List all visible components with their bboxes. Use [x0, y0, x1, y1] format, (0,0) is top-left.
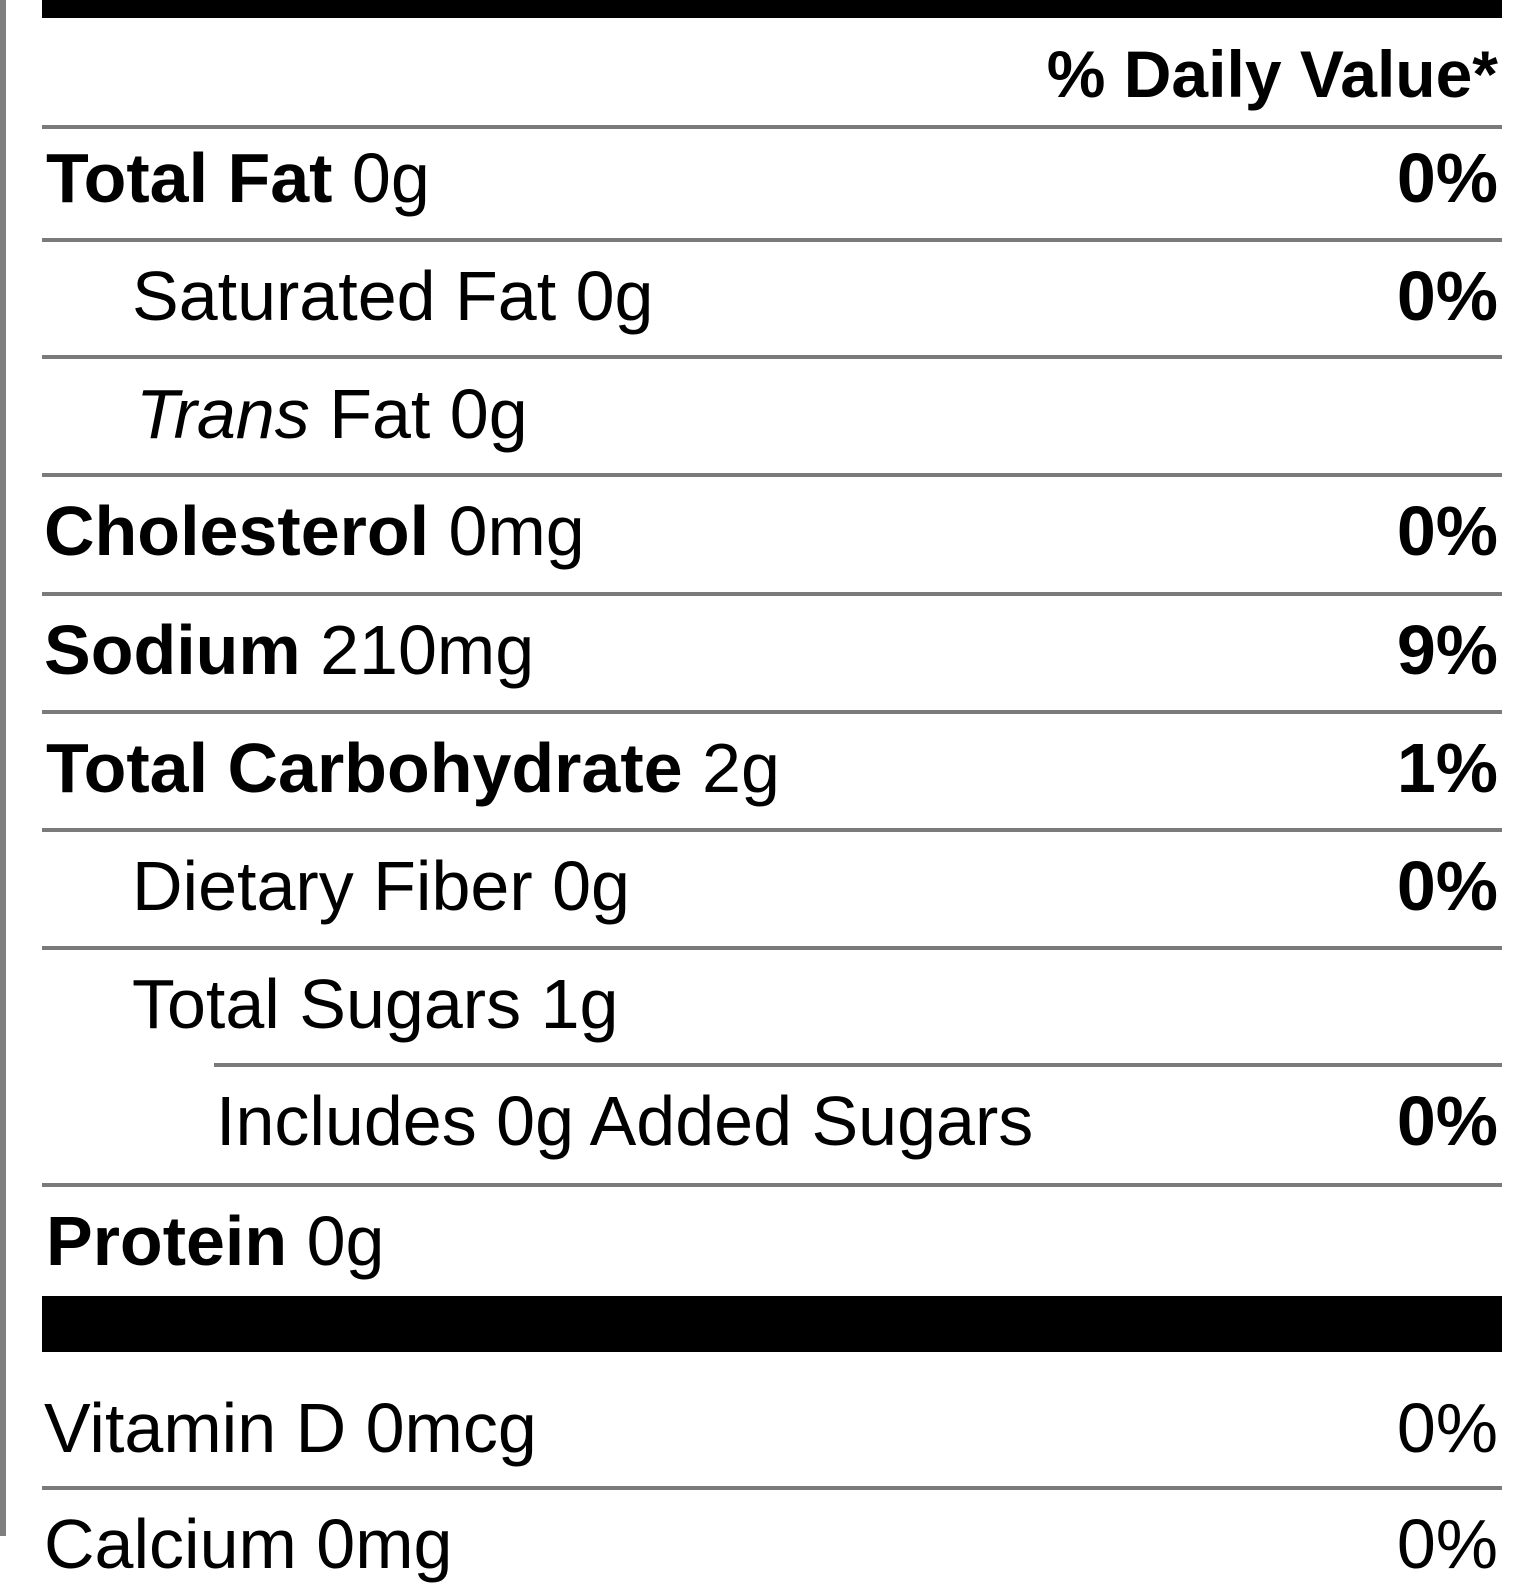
nutrient-name: Fat — [329, 375, 431, 453]
divider — [42, 125, 1502, 129]
row-dietary-fiber: Dietary Fiber 0g 0% — [132, 836, 1498, 936]
daily-value-percent: 0% — [1396, 139, 1498, 217]
row-total-sugars: Total Sugars 1g — [132, 954, 1498, 1054]
nutrient-amount: 0g — [552, 847, 630, 925]
row-added-sugars: Includes 0g Added Sugars 0% — [216, 1071, 1498, 1171]
row-saturated-fat: Saturated Fat 0g 0% — [132, 246, 1498, 346]
nutrient-name: Total Fat — [46, 139, 333, 217]
nutrient-name: Total Carbohydrate — [46, 729, 683, 807]
daily-value-percent: 1% — [1396, 729, 1498, 807]
row-calcium: Calcium 0mg 0% — [44, 1494, 1498, 1594]
divider — [42, 473, 1502, 477]
daily-value-header: % Daily Value* — [1046, 37, 1498, 111]
nutrient-name: Protein — [46, 1202, 288, 1280]
daily-value-percent: 9% — [1396, 611, 1498, 689]
nutrient-label: Includes 0g Added Sugars — [216, 1082, 1034, 1160]
daily-value-percent: 0% — [1396, 1505, 1498, 1583]
row-vitamin-d: Vitamin D 0mcg 0% — [44, 1378, 1498, 1478]
row-total-carbohydrate: Total Carbohydrate 2g 1% — [46, 718, 1498, 818]
row-sodium: Sodium 210mg 9% — [44, 600, 1498, 700]
divider — [42, 1183, 1502, 1187]
nutrient-name: Cholesterol — [44, 492, 430, 570]
daily-value-percent: 0% — [1396, 492, 1498, 570]
nutrient-name-italic: Trans — [136, 375, 310, 453]
divider — [214, 1063, 1502, 1067]
nutrient-amount: 210mg — [320, 611, 535, 689]
daily-value-percent: 0% — [1396, 847, 1498, 925]
thick-divider-bar — [42, 1296, 1502, 1352]
row-trans-fat: Trans Fat 0g — [136, 364, 1498, 464]
nutrient-name: Total Sugars — [132, 965, 522, 1043]
nutrient-amount: 0g — [449, 375, 528, 453]
nutrient-label: Calcium 0mg — [44, 1505, 453, 1583]
divider — [42, 946, 1502, 950]
nutrient-amount: 0mg — [448, 492, 585, 570]
divider — [42, 592, 1502, 596]
divider — [42, 238, 1502, 242]
top-thick-bar — [42, 0, 1502, 18]
nutrient-amount: 0g — [306, 1202, 385, 1280]
divider — [42, 710, 1502, 714]
nutrient-label: Vitamin D 0mcg — [44, 1389, 537, 1467]
label-left-border — [0, 0, 6, 1536]
daily-value-percent: 0% — [1396, 257, 1498, 335]
nutrient-name: Sodium — [44, 611, 301, 689]
nutrient-amount: 0g — [351, 139, 430, 217]
nutrient-amount: 1g — [540, 965, 619, 1043]
row-protein: Protein 0g — [46, 1191, 1498, 1291]
daily-value-percent: 0% — [1396, 1389, 1498, 1467]
divider — [42, 1486, 1502, 1490]
nutrient-name: Dietary Fiber — [132, 847, 533, 925]
nutrient-amount: 0g — [575, 257, 654, 335]
row-total-fat: Total Fat 0g 0% — [46, 128, 1498, 228]
row-cholesterol: Cholesterol 0mg 0% — [44, 481, 1498, 581]
nutrient-amount: 2g — [702, 729, 780, 807]
divider — [42, 355, 1502, 359]
daily-value-percent: 0% — [1396, 1082, 1498, 1160]
nutrient-name: Saturated Fat — [132, 257, 557, 335]
divider — [42, 828, 1502, 832]
